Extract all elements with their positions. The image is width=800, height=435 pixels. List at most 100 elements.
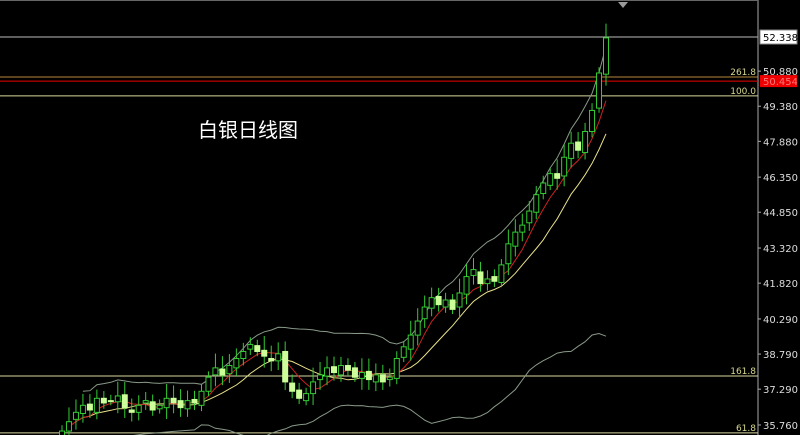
- y-tick-label: 46.350: [763, 173, 798, 184]
- fib-label: 161.8: [730, 367, 756, 377]
- candle-up: [561, 156, 568, 177]
- candle-down: [344, 365, 351, 371]
- candle-up: [212, 367, 219, 376]
- y-tick-label: 37.290: [763, 385, 798, 396]
- candle-up: [135, 404, 142, 413]
- candle-up: [603, 37, 609, 75]
- candle-up: [247, 343, 254, 350]
- candle-down: [170, 397, 177, 404]
- candle-up: [372, 374, 379, 383]
- candle-down: [331, 366, 337, 374]
- y-tick-label: 49.380: [763, 102, 798, 113]
- candle-up: [498, 264, 505, 283]
- y-tick-label: 38.790: [763, 350, 798, 361]
- candle-down: [575, 141, 582, 151]
- current-price-label: 50.454: [763, 77, 798, 88]
- candle-up: [275, 353, 282, 362]
- candle-up: [568, 142, 575, 159]
- candle-up: [533, 194, 540, 213]
- candle-up: [337, 365, 344, 376]
- candle-up: [65, 421, 72, 432]
- candle-down: [365, 370, 372, 381]
- fib-label: 61.8: [736, 424, 756, 434]
- candle-up: [547, 173, 554, 186]
- candle-up: [386, 376, 393, 381]
- candle-up: [240, 350, 247, 360]
- candle-down: [128, 409, 135, 413]
- candle-down: [219, 368, 226, 376]
- bollinger-lower: [133, 332, 607, 435]
- current-price-box: [760, 75, 797, 88]
- y-tick-label: 43.320: [763, 244, 798, 255]
- candle-up: [596, 72, 603, 109]
- candle-down: [289, 382, 296, 392]
- candle-up: [59, 430, 65, 435]
- chart-title: 白银日线图: [198, 118, 298, 142]
- candle-up: [393, 358, 400, 379]
- candle-up: [72, 411, 79, 420]
- y-tick-label: 44.850: [763, 208, 798, 219]
- y-tick-label: 35.760: [763, 421, 798, 432]
- candle-up: [226, 365, 233, 375]
- candle-down: [268, 358, 275, 362]
- candle-up: [142, 400, 149, 404]
- candle-up: [463, 276, 470, 295]
- candle-down: [121, 394, 128, 409]
- fib-label: 100.0: [730, 87, 756, 97]
- scroll-marker-icon: [618, 2, 628, 8]
- last-price-box: [759, 29, 798, 45]
- candle-up: [184, 400, 191, 410]
- candle-up: [93, 397, 100, 413]
- candle-down: [86, 403, 93, 411]
- candle-up: [414, 320, 421, 336]
- candle-up: [421, 306, 428, 320]
- candle-down: [177, 400, 184, 409]
- last-price-label: 52.338: [763, 33, 798, 44]
- candle-up: [358, 372, 365, 379]
- candle-up: [317, 374, 324, 381]
- candle-down: [254, 345, 261, 352]
- candle-up: [512, 231, 519, 247]
- candle-down: [107, 400, 114, 403]
- candle-up: [582, 131, 589, 154]
- candle-down: [435, 295, 442, 306]
- candle-up: [428, 297, 435, 309]
- candle-up: [505, 243, 512, 265]
- candle-up: [589, 109, 596, 133]
- candle-up: [470, 269, 477, 276]
- candle-down: [449, 299, 456, 310]
- candle-down: [296, 389, 303, 399]
- candle-down: [282, 350, 289, 383]
- candle-down: [261, 349, 268, 357]
- candle-down: [351, 367, 358, 378]
- y-tick-label: 50.880: [763, 67, 798, 78]
- candle-up: [310, 381, 317, 395]
- candle-up: [114, 395, 121, 403]
- candle-up: [484, 278, 491, 285]
- candle-up: [303, 393, 310, 402]
- bollinger-upper: [82, 46, 607, 392]
- candle-down: [149, 401, 156, 411]
- y-tick-label: 41.820: [763, 279, 798, 290]
- fib-label: 261.8: [730, 68, 756, 78]
- candle-up: [407, 334, 414, 350]
- candle-up: [79, 404, 86, 415]
- candle-up: [442, 299, 449, 308]
- candle-down: [379, 374, 386, 383]
- candle-up: [233, 358, 240, 369]
- candle-up: [324, 367, 331, 377]
- candle-up: [526, 210, 533, 224]
- candle-up: [456, 292, 463, 308]
- candle-up: [205, 376, 212, 392]
- candle-up: [519, 224, 526, 233]
- candle-up: [400, 346, 407, 358]
- candle-down: [491, 276, 498, 282]
- candle-down: [100, 397, 107, 404]
- candle-up: [540, 182, 547, 195]
- candle-down: [191, 398, 198, 404]
- candle-up: [156, 404, 163, 410]
- candle-down: [477, 271, 484, 285]
- y-tick-label: 47.880: [763, 137, 798, 148]
- y-tick-label: 40.290: [763, 315, 798, 326]
